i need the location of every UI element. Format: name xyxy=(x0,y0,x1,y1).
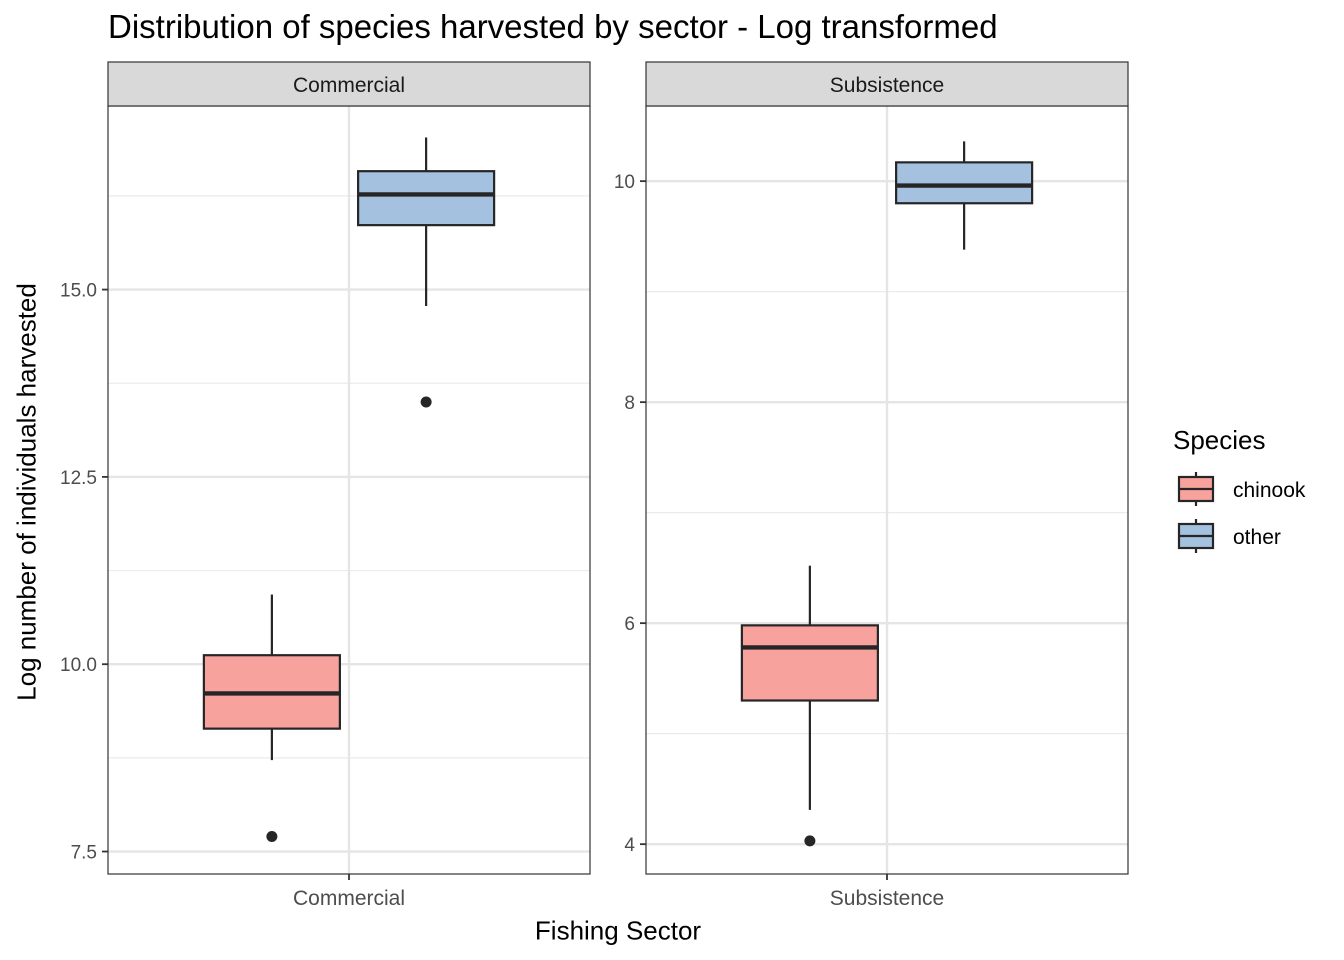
y-tick-label: 10.0 xyxy=(60,655,97,676)
y-tick-label: 10 xyxy=(614,172,635,193)
outlier-point xyxy=(420,396,432,408)
legend-item-chinook: chinook xyxy=(1177,472,1306,506)
y-tick-label: 7.5 xyxy=(71,843,97,864)
x-axis-label: Fishing Sector xyxy=(534,915,702,946)
y-tick-label: 8 xyxy=(624,393,635,414)
outlier-point xyxy=(804,835,816,847)
box-iqr xyxy=(740,624,879,702)
legend-label: chinook xyxy=(1233,479,1306,502)
chart-title: Distribution of species harvested by sec… xyxy=(108,8,998,45)
facet-subsistence: Subsistence 4 6 8 10 Subsistence xyxy=(614,61,1129,910)
box-iqr xyxy=(357,170,496,227)
box-other xyxy=(357,137,496,408)
outlier-point xyxy=(266,831,278,843)
y-tick-label: 15.0 xyxy=(60,281,97,302)
box-chinook xyxy=(740,565,879,847)
y-tick-label: 12.5 xyxy=(60,468,97,489)
box-iqr xyxy=(895,161,1034,205)
x-tick-label: Commercial xyxy=(293,887,405,910)
legend-item-other: other xyxy=(1177,519,1281,553)
y-tick-label: 4 xyxy=(624,835,635,856)
strip-label: Subsistence xyxy=(830,74,944,97)
facet-commercial: Commercial 7.5 10.0 12.5 15.0 Commercial xyxy=(60,61,591,910)
strip-background xyxy=(107,61,591,107)
legend: Species chinook other xyxy=(1173,425,1306,553)
y-tick-label: 6 xyxy=(624,614,635,635)
legend-label: other xyxy=(1233,526,1281,549)
strip-label: Commercial xyxy=(293,74,405,97)
legend-title: Species xyxy=(1173,425,1266,455)
box-chinook xyxy=(202,594,341,843)
x-tick-label: Subsistence xyxy=(830,887,944,910)
box-other xyxy=(895,141,1034,250)
strip-background xyxy=(645,61,1129,107)
